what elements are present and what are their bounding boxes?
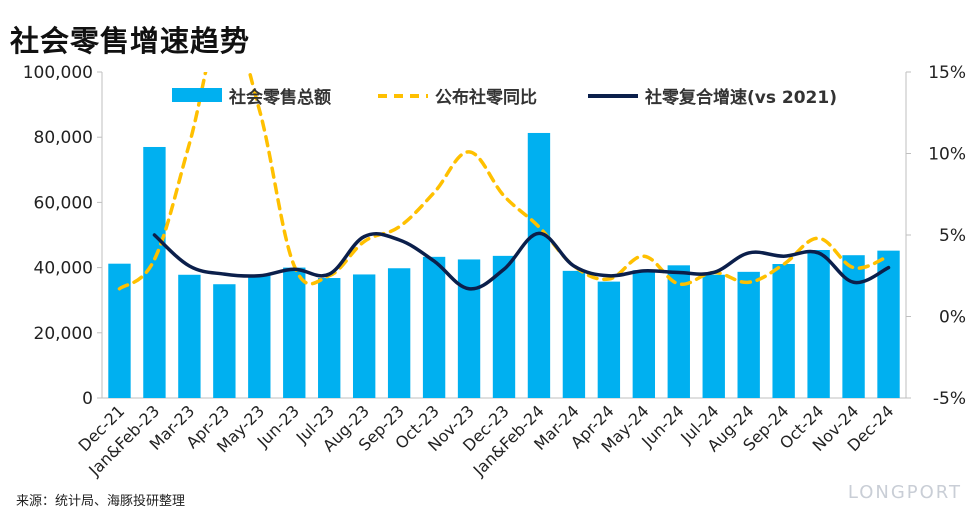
bar xyxy=(737,271,760,398)
bar xyxy=(318,278,341,398)
legend-label: 社零复合增速(vs 2021) xyxy=(644,87,837,108)
legend-label: 公布社零同比 xyxy=(435,87,537,108)
source-note: 来源：统计局、海豚投研整理 xyxy=(16,494,186,509)
cagr-solid-line xyxy=(152,231,891,291)
bar xyxy=(143,146,166,398)
bar xyxy=(597,281,621,398)
bar xyxy=(108,263,131,398)
right-tick-label: 10% xyxy=(928,145,966,165)
bar xyxy=(772,264,795,398)
left-tick-label: 20,000 xyxy=(34,324,93,344)
bar xyxy=(562,270,586,398)
left-tick-label: 100,000 xyxy=(23,63,93,83)
chart-title: 社会零售增速趋势 xyxy=(10,24,251,58)
bar xyxy=(807,249,830,398)
legend-item: 社零复合增速(vs 2021) xyxy=(588,87,837,108)
left-tick-label: 60,000 xyxy=(34,193,93,213)
bar xyxy=(352,274,376,398)
legend-label: 社会零售总额 xyxy=(228,87,331,108)
bar xyxy=(702,274,725,398)
bar xyxy=(527,132,551,398)
yoy-dashed-line xyxy=(117,72,891,291)
right-tick-label: 15% xyxy=(928,63,966,83)
bar-series xyxy=(108,132,900,398)
bar xyxy=(457,259,481,398)
right-tick-label: -5% xyxy=(933,389,966,409)
bar xyxy=(178,274,201,398)
bar xyxy=(283,267,306,398)
legend-swatch-bar xyxy=(172,88,222,102)
watermark-text: LONGPORT xyxy=(847,482,962,503)
legend-item: 社会零售总额 xyxy=(172,87,331,108)
bar xyxy=(248,274,271,398)
bar xyxy=(632,270,656,398)
right-tick-label: 5% xyxy=(939,226,966,246)
left-tick-label: 40,000 xyxy=(34,259,93,279)
line-series-group xyxy=(117,72,891,291)
left-tick-label: 80,000 xyxy=(34,128,93,148)
legend-item: 公布社零同比 xyxy=(378,87,537,108)
bar xyxy=(667,265,690,398)
bar xyxy=(422,256,446,398)
right-tick-label: 0% xyxy=(939,308,966,328)
left-tick-label: 0 xyxy=(82,389,93,409)
bar xyxy=(877,250,900,398)
bar xyxy=(492,255,516,398)
bar xyxy=(387,268,411,398)
bar xyxy=(842,255,865,398)
bar xyxy=(213,284,236,398)
